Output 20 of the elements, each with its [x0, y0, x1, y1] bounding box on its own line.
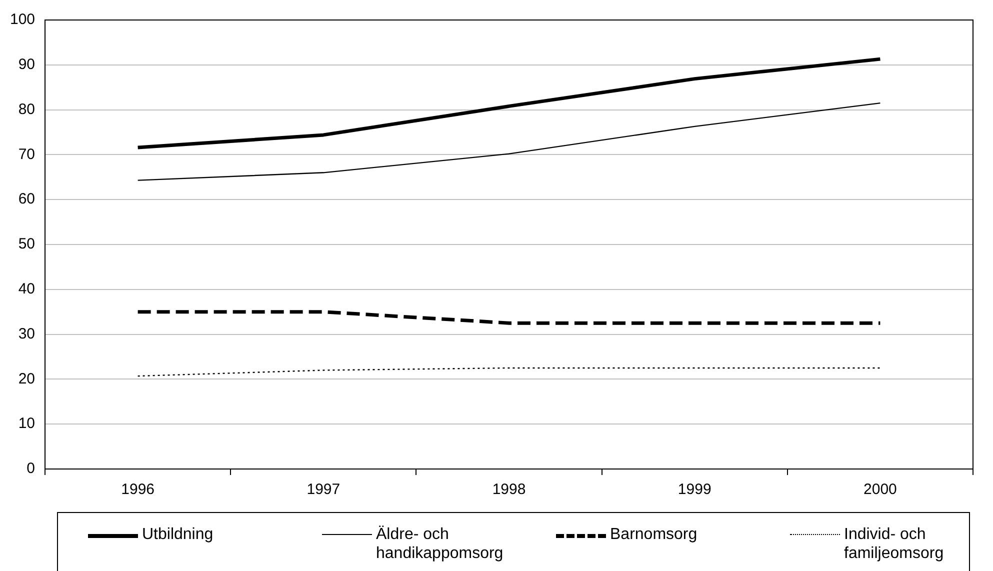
y-tick-label: 100 — [10, 11, 36, 28]
y-tick-label: 0 — [26, 460, 36, 478]
legend-label: Individ- och familjeomsorg — [844, 525, 945, 563]
y-tick-label: 60 — [18, 190, 36, 208]
x-tick-label: 1996 — [121, 481, 155, 498]
legend-label: Utbildning — [142, 525, 214, 544]
y-tick-label: 80 — [18, 100, 36, 118]
x-tick-label: 1998 — [492, 481, 526, 498]
y-tick-label: 30 — [18, 325, 36, 342]
y-tick-label: 70 — [18, 146, 36, 163]
y-tick-label: 20 — [18, 370, 36, 388]
legend-label: Äldre- och handikappomsorg — [376, 525, 504, 563]
y-tick-label: 90 — [18, 56, 36, 74]
y-tick-label: 40 — [18, 280, 36, 298]
y-tick-label: 10 — [18, 415, 36, 432]
x-tick-label: 1997 — [306, 481, 340, 498]
y-tick-label: 50 — [18, 236, 36, 253]
legend-label: Barnomsorg — [610, 525, 698, 544]
x-tick-label: 2000 — [864, 481, 897, 498]
x-tick-label: 1999 — [678, 481, 712, 498]
